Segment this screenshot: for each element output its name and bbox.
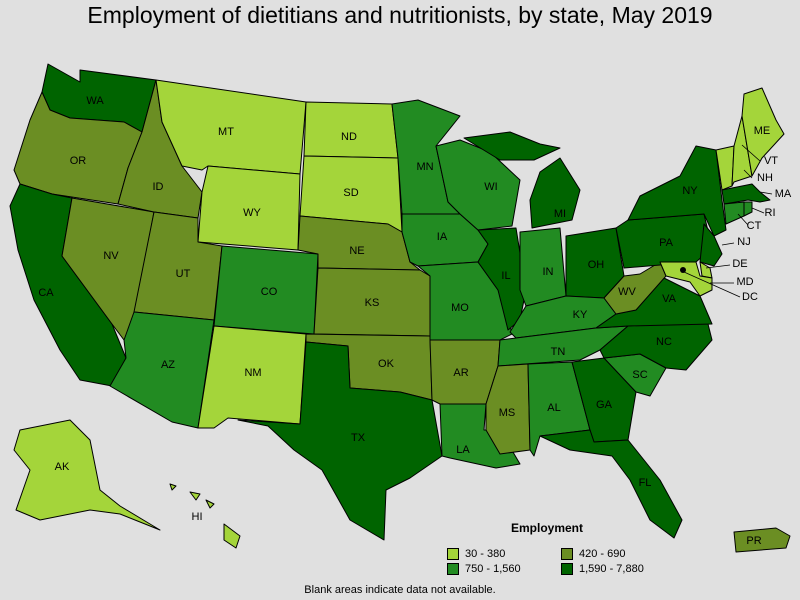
label-KS: KS: [365, 297, 380, 309]
state-RI[interactable]: [743, 201, 753, 217]
label-MS: MS: [499, 407, 516, 419]
label-AK: AK: [55, 461, 70, 473]
label-ID: ID: [153, 181, 164, 193]
label-NV: NV: [103, 250, 119, 262]
state-FL[interactable]: [539, 429, 683, 539]
label-MN: MN: [416, 161, 433, 173]
label-IL: IL: [501, 270, 510, 282]
label-MD: MD: [736, 276, 753, 288]
label-DE: DE: [732, 258, 747, 270]
label-AL: AL: [547, 402, 560, 414]
label-CA: CA: [38, 287, 54, 299]
state-MI[interactable]: [463, 131, 581, 229]
state-WY[interactable]: [197, 165, 301, 251]
data-note: Blank areas indicate data not available.: [304, 584, 496, 596]
label-TN: TN: [551, 346, 566, 358]
dc-marker: [680, 267, 686, 273]
state-TX[interactable]: [237, 341, 443, 541]
state-AK[interactable]: [13, 419, 161, 531]
label-MT: MT: [218, 126, 234, 138]
label-OR: OR: [70, 155, 87, 167]
state-WI[interactable]: [435, 139, 521, 231]
label-RI: RI: [765, 207, 776, 219]
label-GA: GA: [596, 399, 613, 411]
state-CT[interactable]: [723, 201, 745, 225]
state-ND[interactable]: [303, 101, 399, 159]
legend-label-4: 1,590 - 7,880: [579, 563, 644, 575]
label-HI: HI: [192, 511, 203, 523]
legend-swatch-3: [447, 563, 459, 575]
label-NY: NY: [682, 185, 698, 197]
label-VA: VA: [662, 293, 677, 305]
label-MO: MO: [451, 302, 469, 314]
state-MD[interactable]: [659, 261, 713, 297]
label-ME: ME: [754, 125, 771, 137]
label-NE: NE: [349, 245, 364, 257]
label-CT: CT: [747, 220, 762, 232]
legend-item-2: 420 - 690: [561, 548, 625, 560]
leader-lines: [683, 144, 773, 298]
label-FL: FL: [639, 477, 652, 489]
label-NH: NH: [757, 172, 773, 184]
label-WI: WI: [484, 181, 497, 193]
legend-item-3: 750 - 1,560: [447, 563, 521, 575]
label-AZ: AZ: [161, 359, 175, 371]
state-AZ[interactable]: [109, 311, 215, 429]
state-HI[interactable]: [169, 483, 241, 549]
legend-swatch-1: [447, 548, 459, 560]
label-AR: AR: [453, 367, 468, 379]
state-NY[interactable]: [627, 145, 727, 237]
legend-label-3: 750 - 1,560: [465, 563, 521, 575]
label-MI: MI: [554, 208, 566, 220]
state-NJ[interactable]: [699, 223, 723, 267]
label-NC: NC: [656, 336, 672, 348]
label-OH: OH: [588, 259, 605, 271]
legend-label-2: 420 - 690: [579, 548, 626, 560]
state-IL[interactable]: [477, 227, 527, 331]
legend-item-1: 30 - 380: [447, 548, 505, 560]
label-WY: WY: [243, 207, 261, 219]
label-SC: SC: [632, 369, 647, 381]
label-UT: UT: [176, 268, 191, 280]
label-NJ: NJ: [737, 236, 750, 248]
label-DC: DC: [742, 291, 758, 303]
label-VT: VT: [764, 155, 778, 167]
label-CO: CO: [261, 286, 278, 298]
state-PR[interactable]: [733, 527, 791, 553]
label-IN: IN: [543, 266, 554, 278]
legend-label-1: 30 - 380: [465, 548, 506, 560]
legend-title: Employment: [511, 521, 584, 535]
label-WA: WA: [86, 95, 104, 107]
state-NH[interactable]: [731, 115, 753, 187]
label-NM: NM: [244, 367, 261, 379]
state-MT[interactable]: [155, 79, 307, 175]
label-MA: MA: [775, 188, 792, 200]
map-title: Employment of dietitians and nutritionis…: [87, 2, 713, 28]
legend-swatch-4: [561, 563, 573, 575]
label-PA: PA: [659, 237, 674, 249]
label-IA: IA: [437, 231, 448, 243]
label-OK: OK: [378, 358, 395, 370]
label-PR: PR: [746, 535, 761, 547]
legend-item-4: 1,590 - 7,880: [561, 563, 644, 575]
label-KY: KY: [573, 309, 588, 321]
label-WV: WV: [618, 286, 636, 298]
legend-swatch-2: [561, 548, 573, 560]
label-LA: LA: [456, 444, 470, 456]
label-ND: ND: [341, 131, 357, 143]
label-TX: TX: [351, 432, 366, 444]
label-SD: SD: [343, 187, 358, 199]
